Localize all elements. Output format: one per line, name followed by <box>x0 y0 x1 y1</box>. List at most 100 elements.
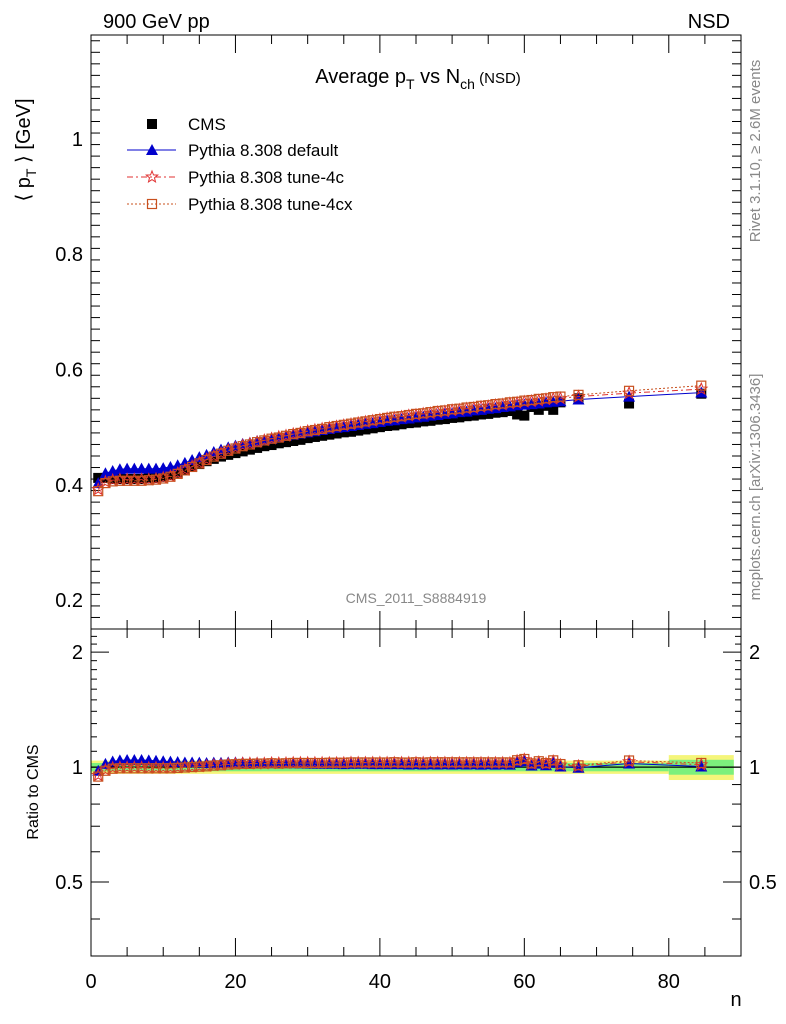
ratio-point <box>107 763 118 774</box>
side-label-rivet: Rivet 3.1.10, ≥ 2.6M events <box>747 60 764 243</box>
ratio-point <box>454 757 465 768</box>
x-axis-label: n <box>730 989 741 1011</box>
ratio-point <box>317 757 328 769</box>
y-tick-label: 0.8 <box>55 244 83 266</box>
data-point <box>273 438 284 449</box>
data-point <box>122 474 133 485</box>
data-point <box>533 393 544 404</box>
legend-item: Pythia 8.308 default <box>127 141 339 160</box>
ratio-point <box>425 757 436 768</box>
data-point <box>374 413 385 425</box>
data-point <box>194 459 205 470</box>
ratio-point <box>374 757 385 768</box>
ratio-point <box>165 763 176 774</box>
ratio-point <box>295 757 306 769</box>
data-point <box>280 430 292 441</box>
data-point <box>151 472 161 483</box>
data-point <box>230 443 241 454</box>
data-point <box>696 380 707 391</box>
ratio-point <box>259 758 270 769</box>
legend-label: CMS <box>188 115 226 134</box>
data-point <box>143 475 154 486</box>
data-point <box>302 433 313 444</box>
data-point <box>136 474 147 485</box>
data-point <box>266 440 277 451</box>
data-point <box>432 405 443 417</box>
data-point <box>237 441 248 452</box>
data-point <box>331 428 342 439</box>
main-series-group <box>91 380 709 497</box>
y-tick-label: 0.2 <box>55 590 83 612</box>
data-point <box>360 424 371 435</box>
data-point <box>165 471 176 482</box>
ratio-point <box>526 758 537 769</box>
data-point <box>497 398 508 409</box>
ratio-point <box>573 760 584 771</box>
data-point <box>331 420 342 432</box>
data-point <box>454 403 465 414</box>
data-point <box>360 416 371 427</box>
data-point <box>410 408 422 419</box>
data-point <box>150 474 162 485</box>
ratio-point <box>324 757 335 768</box>
ratio-point <box>266 758 277 769</box>
ratio-point <box>273 758 284 769</box>
legend-item: Pythia 8.308 tune-4cx <box>127 195 353 214</box>
data-point <box>396 419 407 430</box>
ratio-point <box>201 761 212 772</box>
data-point <box>439 405 450 416</box>
data-point <box>548 404 559 415</box>
data-point <box>519 410 530 421</box>
ratio-y-tick-label-right: 1 <box>749 757 760 779</box>
data-point <box>288 435 299 446</box>
ratio-point <box>382 757 393 768</box>
ratio-point <box>403 757 414 768</box>
main-y-axis-label: ⟨ pT ⟩ [GeV] <box>13 98 39 201</box>
series-line <box>97 385 702 492</box>
data-point <box>201 454 212 466</box>
data-point <box>345 418 357 429</box>
data-point <box>295 427 306 439</box>
legend-marker <box>146 144 158 155</box>
ratio-point <box>432 757 443 768</box>
legend-marker <box>146 198 158 210</box>
data-point <box>172 468 183 479</box>
data-point <box>338 427 349 438</box>
ratio-point <box>367 757 378 768</box>
data-point <box>526 394 537 406</box>
data-point <box>483 400 494 411</box>
legend-label: Pythia 8.308 tune-4cx <box>188 195 353 214</box>
data-point <box>223 445 234 456</box>
ratio-point <box>490 757 501 768</box>
data-point <box>237 446 248 457</box>
data-point <box>338 419 349 430</box>
ratio-point <box>280 758 292 769</box>
header-left-label: 900 GeV pp <box>103 11 210 33</box>
data-point <box>573 389 584 400</box>
data-point <box>165 470 176 481</box>
ratio-point <box>461 757 472 768</box>
ratio-point <box>230 759 241 770</box>
ratio-y-axis-label: Ratio to CMS <box>25 744 42 839</box>
data-point <box>389 420 400 431</box>
ratio-point <box>187 761 198 773</box>
ratio-point <box>208 760 219 771</box>
data-point <box>512 409 523 420</box>
ratio-point <box>172 762 183 773</box>
ratio-point <box>114 763 125 774</box>
ratio-y-tick-label-right: 2 <box>749 642 760 664</box>
ratio-point <box>158 763 169 774</box>
main-y-ticks: 0.2 0.4 0.6 0.8 1 <box>55 35 742 630</box>
ratio-y-tick-label: 0.5 <box>55 872 83 894</box>
header-right-label: NSD <box>688 11 730 33</box>
data-point <box>389 411 400 422</box>
ratio-point <box>252 758 263 769</box>
data-point <box>122 475 133 486</box>
data-point <box>454 412 465 423</box>
data-point <box>403 409 414 421</box>
ratio-point <box>504 757 515 768</box>
legend-item: Pythia 8.308 tune-4c <box>127 168 344 187</box>
data-point <box>490 398 501 410</box>
data-point <box>418 408 429 419</box>
data-point <box>93 486 104 497</box>
